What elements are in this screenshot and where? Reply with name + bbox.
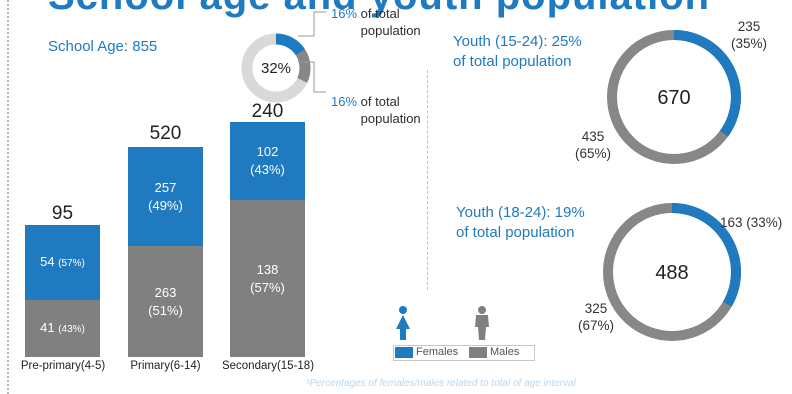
value-text: 325 (584, 301, 608, 316)
donut-value-label-females: 163 (33%) (720, 214, 782, 231)
category-label: Secondary(15-18) (221, 360, 315, 372)
category-label: Primary(6-14) (130, 360, 201, 372)
footnote: ¹Percentages of females/males related to… (306, 378, 576, 389)
donut-segment-females (673, 30, 741, 137)
bar-pre-primary-females: 54 (57%) (25, 225, 100, 300)
bar-pct-label: (57%) (58, 257, 85, 269)
bar-total-label: 240 (251, 101, 284, 122)
bar-primary-males: 263 (51%) (128, 246, 203, 357)
bar-value-label: 102 (256, 144, 279, 159)
bar-value-label: 138 (256, 261, 279, 277)
bar-pct-label: (51%) (148, 302, 183, 318)
bar-pct-label: (57%) (250, 279, 285, 295)
value-text: 163 (33%) (720, 215, 783, 230)
legend-label-males: Males (490, 346, 520, 358)
youth-18-24-donut: 488 (603, 203, 741, 341)
leader-line-2 (298, 61, 326, 93)
youth-15-24-donut: 670 (607, 30, 741, 164)
male-person-icon (475, 306, 489, 340)
legend-label-females: Females (416, 346, 459, 358)
bar-value-label: 54 (40, 253, 55, 269)
donut-segment-females (275, 33, 306, 56)
donut-center-label: 670 (657, 87, 690, 109)
donut-value-label-males: 325 (67%) (578, 300, 614, 334)
left-border (7, 0, 9, 394)
bar-secondary-females: 102 (43%) (230, 122, 305, 200)
pct-text: (67%) (578, 318, 615, 333)
title-line: Youth (15-24): 25% (453, 33, 582, 50)
annotation-pct: 16% (331, 6, 358, 21)
bar-pct-label: (43%) (58, 323, 85, 335)
category-label: Pre-primary(4-5) (20, 360, 106, 372)
annotation-text: of total population (360, 6, 421, 38)
value-text: 235 (737, 19, 761, 34)
donut-value-label-females: 235 (35%) (731, 18, 767, 52)
legend: Females Males (393, 345, 535, 361)
leader-line-1 (298, 11, 326, 37)
school-age-share-donut: 32% (241, 33, 311, 103)
divider (427, 70, 428, 290)
bar-value-label: 41 (40, 319, 55, 335)
youth-18-24-title: Youth (18-24): 19% of total population (456, 203, 585, 243)
bar-primary-females: 257 (49%) (128, 147, 203, 246)
bar-pre-primary-males: 41 (43%) (25, 300, 100, 357)
donut-center-label: 488 (655, 262, 688, 284)
bar-secondary-males: 138 (57%) (230, 200, 305, 357)
annotation-pct: 16% (331, 94, 358, 109)
pct-text: (35%) (731, 36, 768, 51)
value-text: 435 (581, 129, 605, 144)
donut-segment-males (295, 49, 311, 83)
pct-text: (65%) (575, 146, 612, 161)
leader-lines (298, 11, 326, 93)
title-line: Youth (18-24): 19% (456, 204, 585, 221)
bar-total-label: 95 (51, 203, 74, 224)
bar-value-label: 263 (154, 284, 177, 300)
bar-total-label: 520 (149, 123, 182, 144)
school-age-title: School Age: 855 (48, 38, 158, 55)
page-title: School age and youth population (48, 0, 710, 19)
annotation-text: of total population (360, 94, 421, 126)
bar-pct-label: (43%) (250, 162, 285, 177)
legend-swatch-males (469, 347, 487, 358)
bar-pct-label: (49%) (148, 197, 183, 213)
female-person-icon (396, 306, 410, 340)
bar-value-label: 257 (154, 179, 177, 195)
donut-value-label-males: 435 (65%) (575, 128, 611, 162)
legend-swatch-females (395, 347, 413, 358)
donut-center-label: 32% (261, 60, 291, 77)
donut-segment-females (671, 203, 741, 307)
title-line: of total population (456, 224, 575, 241)
annotation-males: 16% of total population (331, 93, 443, 127)
annotation-females: 16% of total population (331, 5, 443, 39)
title-line: of total population (453, 53, 572, 70)
youth-15-24-title: Youth (15-24): 25% of total population (453, 32, 582, 72)
